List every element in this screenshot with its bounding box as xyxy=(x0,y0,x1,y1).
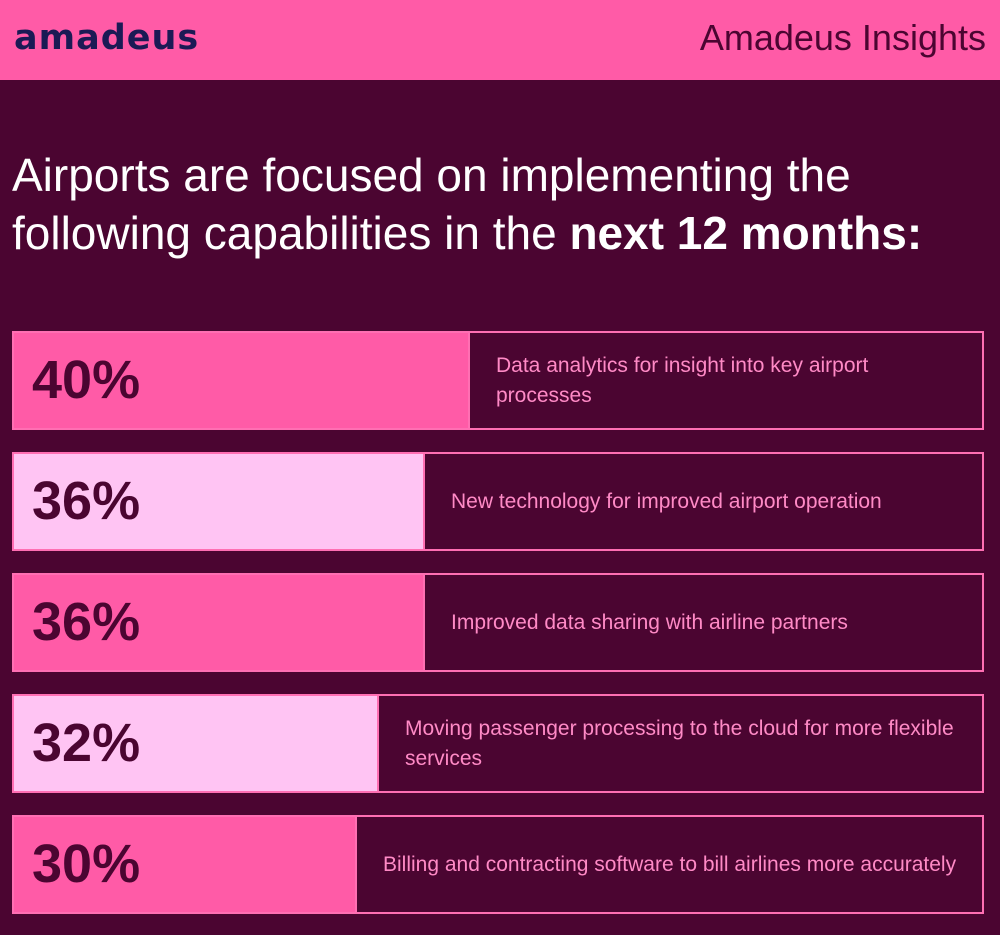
bar-category-label: Improved data sharing with airline partn… xyxy=(451,610,848,634)
bar-category-label: Billing and contracting software to bill… xyxy=(383,852,957,876)
bar-fill xyxy=(14,333,470,428)
bar-value-label: 36% xyxy=(32,471,141,531)
bar-row: 36% New technology for improved airport o… xyxy=(12,452,984,551)
headline-regular: Airports are focused on implementing the… xyxy=(12,149,851,259)
bar-row: 40% Data analytics for insight into key a… xyxy=(12,331,984,430)
bar-value-label: 32% xyxy=(32,713,141,773)
bar-fill xyxy=(14,696,379,791)
brand-title: Amadeus Insights xyxy=(699,17,986,58)
amadeus-logo: amadeus xyxy=(14,18,200,58)
bar-value-label: 36% xyxy=(32,592,141,652)
bar-row: 30% Billing and contracting software to b… xyxy=(12,815,984,914)
bar-fill xyxy=(14,575,425,670)
bar-value-label: 30% xyxy=(32,834,141,894)
bar-row: 36% Improved data sharing with airline pa… xyxy=(12,573,984,672)
bar-row: 32% Moving passenger processing to the cl… xyxy=(12,694,984,793)
bar-fill xyxy=(14,817,357,912)
bar-fill xyxy=(14,454,425,549)
bar-category-label: New technology for improved airport oper… xyxy=(451,489,882,513)
bar-category-label: Data analytics for insight into key airp… xyxy=(496,353,869,407)
bar-category-label: Moving passenger processing to the cloud… xyxy=(405,716,954,770)
header-bar: amadeus Amadeus Insights xyxy=(0,0,1000,80)
headline: Airports are focused on implementing the… xyxy=(12,146,982,262)
headline-bold: next 12 months: xyxy=(569,207,923,259)
bar-value-label: 40% xyxy=(32,350,141,410)
